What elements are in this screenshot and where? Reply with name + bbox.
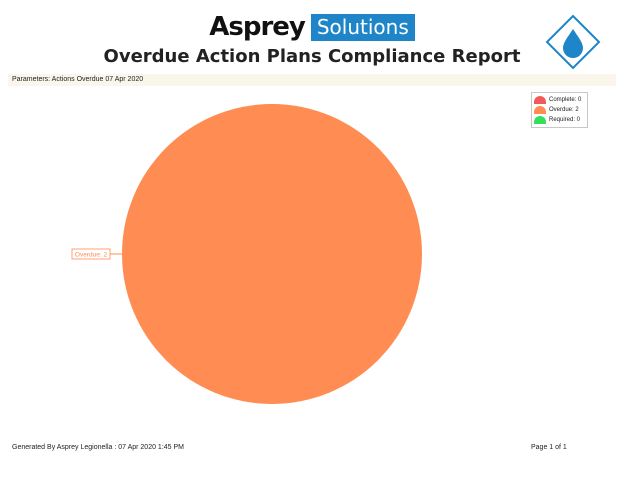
legend-label-overdue: Overdue: 2 <box>549 107 579 113</box>
parameters-bar: Parameters: Actions Overdue 07 Apr 2020 <box>8 74 616 86</box>
data-label-overdue: Overdue: 2 <box>75 252 108 259</box>
chart-legend: Complete: 0 Overdue: 2 Required: 0 <box>531 92 588 128</box>
legend-item-overdue: Overdue: 2 <box>532 105 587 115</box>
footer-generated: Generated By Asprey Legionella : 07 Apr … <box>12 444 185 451</box>
legend-swatch-overdue <box>534 106 546 114</box>
brand-header: Asprey Solutions <box>0 12 624 44</box>
legend-item-required: Required: 0 <box>532 115 587 125</box>
legend-swatch-complete <box>534 96 546 104</box>
report-title: Overdue Action Plans Compliance Report <box>103 46 521 67</box>
legend-item-complete: Complete: 0 <box>532 95 587 105</box>
brand-name: Asprey <box>209 12 306 42</box>
legend-swatch-required <box>534 116 546 124</box>
water-drop-icon <box>545 14 601 70</box>
legend-label-complete: Complete: 0 <box>549 97 582 103</box>
brand-tag: Solutions <box>310 13 415 41</box>
footer-page-number: Page 1 of 1 <box>531 444 567 451</box>
pie-slice-overdue <box>122 104 422 404</box>
data-label-box-overdue <box>71 248 111 260</box>
pie-chart: Overdue: 2 <box>71 104 422 404</box>
legend-label-required: Required: 0 <box>549 117 581 123</box>
